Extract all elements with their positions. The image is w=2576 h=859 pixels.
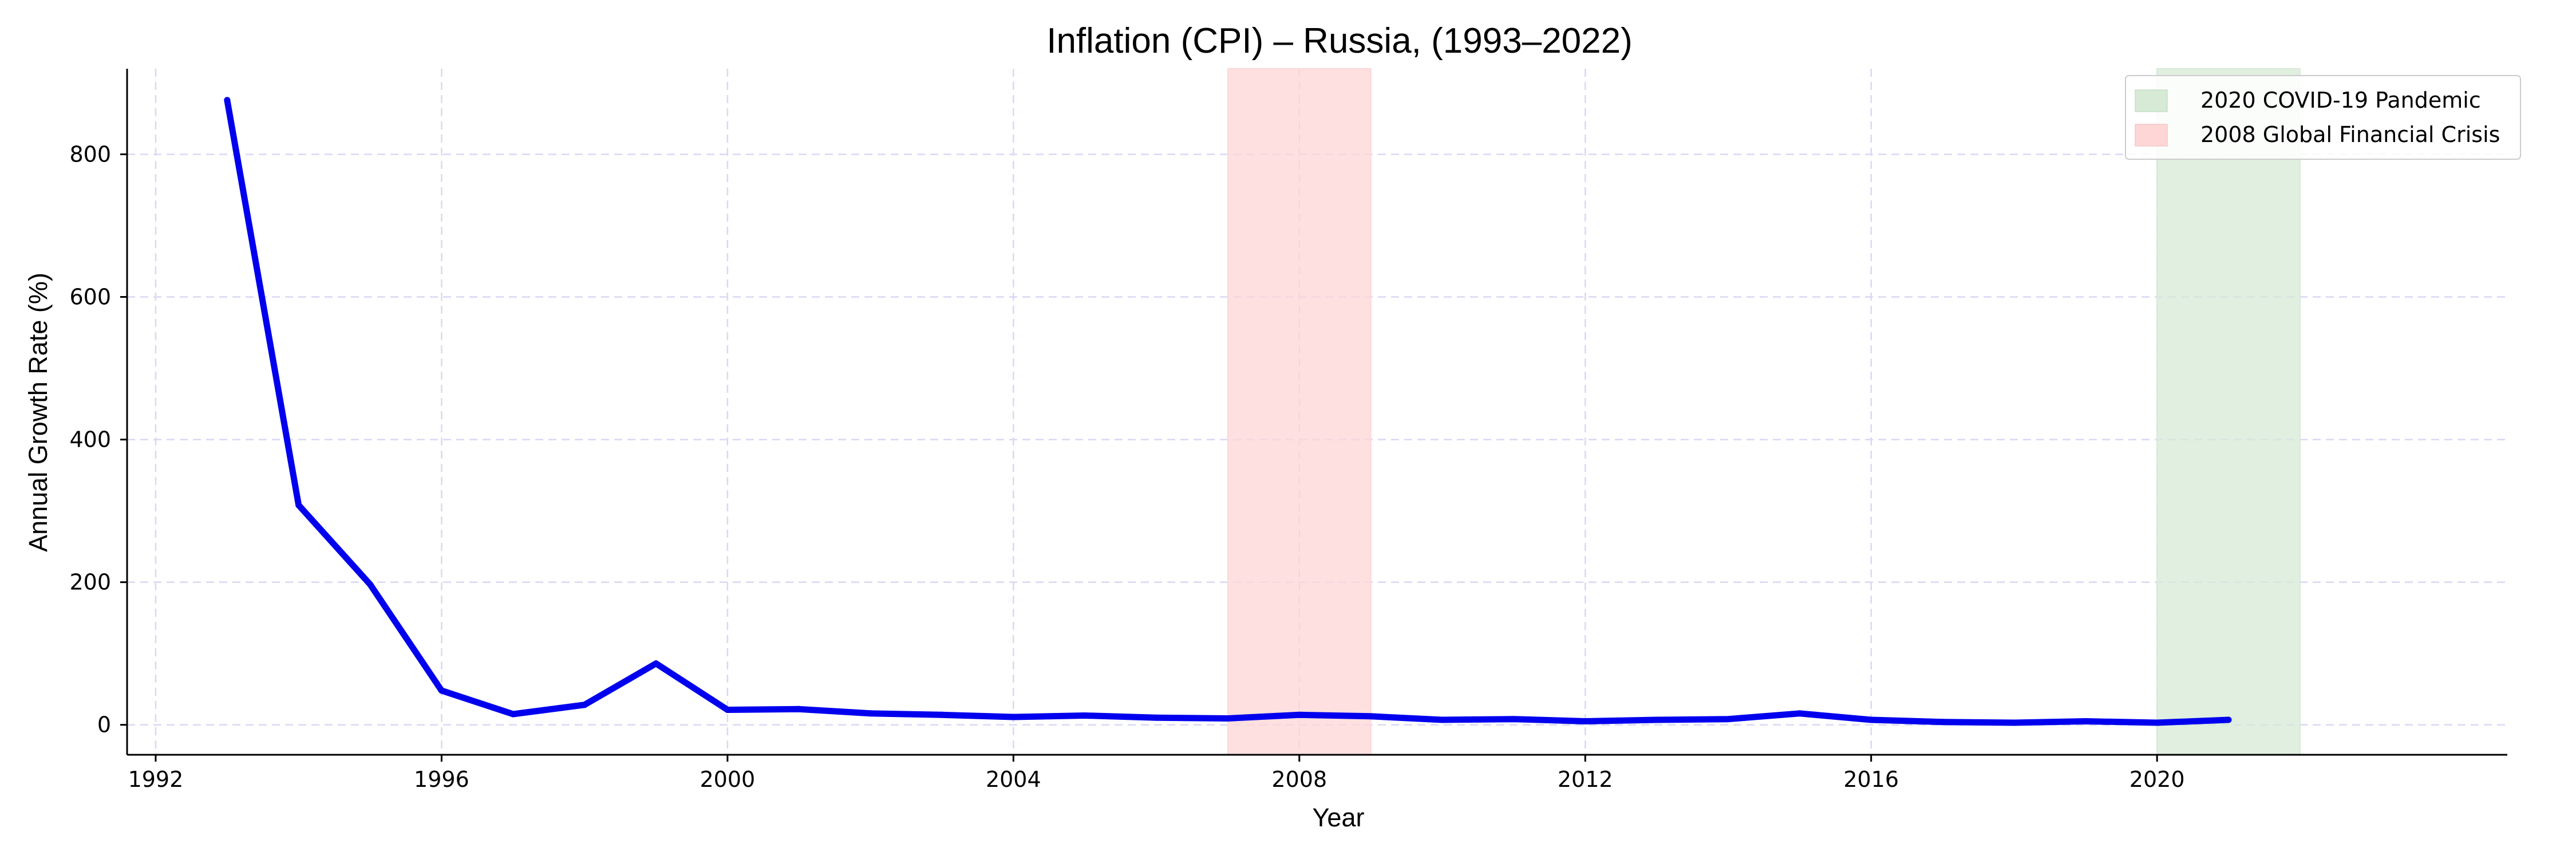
data-point-2017: [1939, 719, 1946, 726]
legend-frame: [2125, 75, 2521, 160]
data-point-2007: [1224, 715, 1231, 722]
data-point-1994: [295, 502, 302, 509]
x-axis-label: Year: [1313, 803, 1365, 832]
y-axis-label: Annual Growth Rate (%): [23, 273, 53, 552]
data-point-2013: [1653, 716, 1660, 723]
data-point-2000: [724, 707, 731, 714]
chart-title: Inflation (CPI) – Russia, (1993–2022): [1046, 21, 1633, 61]
y-tick-label-0: 0: [97, 712, 111, 738]
x-tick-label-2012: 2012: [1558, 767, 1613, 792]
shaded-region-1: [1227, 68, 1372, 755]
x-tick-label-2020: 2020: [2129, 767, 2185, 792]
x-tick-label-2000: 2000: [700, 767, 756, 792]
tick-labels: 1992 1996 2000 2004 2008 2012 2016 2020 0 200 400 6…: [69, 141, 2184, 792]
y-tick-label-200: 200: [69, 570, 111, 595]
shaded-region-0: [2156, 68, 2301, 755]
legend-label-gfc: 2008 Global Financial Crisis: [2200, 122, 2500, 147]
x-tick-label-1992: 1992: [128, 767, 184, 792]
legend-swatch-covid: [2135, 89, 2168, 112]
x-tick-label-2004: 2004: [986, 767, 1041, 792]
data-point-2002: [867, 710, 874, 717]
data-point-1997: [509, 711, 516, 718]
data-point-1996: [438, 687, 445, 694]
data-point-2011: [1510, 716, 1517, 723]
data-point-2012: [1582, 718, 1589, 724]
series-layer: [224, 97, 2232, 726]
y-tick-label-800: 800: [69, 141, 111, 167]
data-point-2015: [1796, 710, 1803, 717]
data-point-1999: [653, 660, 659, 667]
data-point-2010: [1439, 716, 1446, 723]
data-point-2005: [1081, 712, 1088, 719]
data-point-2008: [1296, 711, 1303, 718]
shaded-regions: [1227, 68, 2301, 755]
legend-swatch-gfc: [2135, 124, 2168, 147]
data-point-2001: [796, 706, 803, 712]
data-point-1998: [581, 702, 588, 708]
data-point-2019: [2082, 718, 2089, 724]
data-point-2006: [1153, 714, 1160, 721]
y-tick-label-600: 600: [69, 285, 111, 310]
data-point-2016: [1868, 716, 1875, 723]
axes: [126, 69, 2507, 756]
data-point-1995: [367, 581, 374, 588]
data-point-1993: [224, 97, 231, 104]
data-point-2014: [1725, 716, 1732, 723]
x-tick-label-1996: 1996: [414, 767, 469, 792]
data-point-2009: [1368, 713, 1374, 720]
legend: 2020 COVID-19 Pandemic 2008 Global Finan…: [2125, 75, 2521, 160]
data-point-2021: [2225, 716, 2232, 723]
x-tick-label-2008: 2008: [1271, 767, 1327, 792]
legend-label-covid: 2020 COVID-19 Pandemic: [2200, 88, 2481, 113]
data-point-2020: [2154, 719, 2160, 726]
data-point-2018: [2010, 719, 2017, 726]
data-point-2004: [1010, 714, 1017, 720]
y-tick-label-400: 400: [69, 427, 111, 452]
x-tick-label-2016: 2016: [1843, 767, 1899, 792]
data-point-2003: [938, 711, 945, 718]
